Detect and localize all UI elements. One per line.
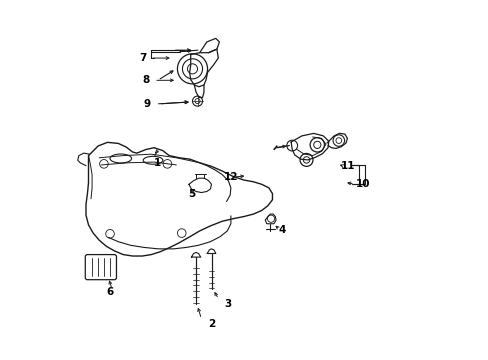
Circle shape	[309, 138, 324, 152]
Circle shape	[182, 59, 202, 79]
Circle shape	[163, 159, 171, 168]
Circle shape	[303, 157, 309, 163]
Text: 3: 3	[224, 299, 231, 309]
Text: 5: 5	[187, 189, 195, 199]
Ellipse shape	[143, 156, 163, 164]
Text: 6: 6	[106, 287, 113, 297]
Text: 2: 2	[207, 319, 215, 329]
Circle shape	[192, 96, 202, 106]
Text: 8: 8	[142, 75, 149, 85]
Text: 9: 9	[143, 99, 150, 109]
Circle shape	[335, 138, 341, 143]
Circle shape	[187, 64, 197, 74]
Circle shape	[267, 215, 274, 222]
Text: 4: 4	[278, 225, 285, 235]
Circle shape	[286, 140, 297, 151]
Circle shape	[105, 229, 114, 238]
Text: 10: 10	[356, 179, 370, 189]
Text: 1: 1	[154, 158, 161, 168]
Circle shape	[177, 229, 185, 237]
Ellipse shape	[110, 154, 131, 163]
Circle shape	[332, 135, 344, 146]
Text: 11: 11	[341, 161, 355, 171]
Circle shape	[300, 153, 312, 166]
Circle shape	[100, 159, 108, 168]
Circle shape	[313, 141, 320, 148]
Text: 12: 12	[223, 172, 238, 182]
Circle shape	[195, 99, 200, 104]
FancyBboxPatch shape	[85, 255, 116, 280]
Text: 7: 7	[140, 53, 147, 63]
Circle shape	[177, 54, 207, 84]
